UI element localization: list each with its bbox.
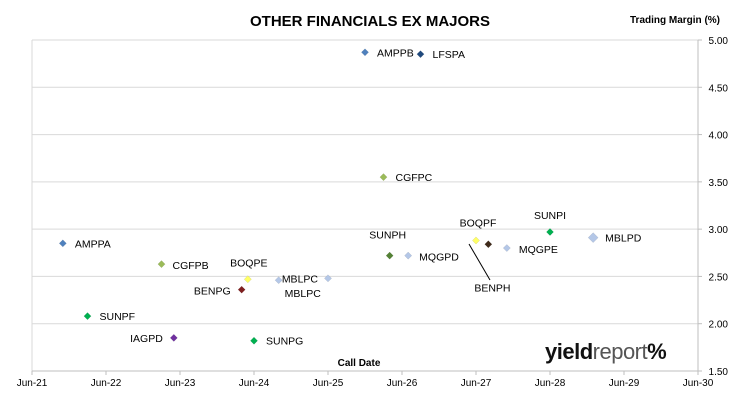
logo-percent-icon: % [647, 339, 667, 364]
data-label-mqgpe: MQGPE [519, 244, 558, 256]
data-point-cgfpc [379, 173, 388, 182]
data-point-sunpg [250, 336, 258, 345]
data-point-cgfpb [157, 260, 166, 269]
x-tick-label: Jun-21 [17, 378, 48, 389]
y-tick-label: 3.00 [709, 225, 729, 236]
data-label-benpg: BENPG [194, 286, 231, 298]
data-point-iagpd [169, 333, 178, 342]
data-label-boqpe: BOQPE [230, 257, 267, 269]
data-points [58, 48, 599, 345]
yieldreport-logo: yieldreport% [545, 338, 667, 366]
data-point-benph [484, 240, 493, 249]
data-point-mqgpe [502, 244, 511, 253]
data-point-mblpc [274, 276, 283, 285]
data-point-amppb [361, 48, 369, 57]
benph-leader-line [468, 243, 491, 281]
data-label-mblpd: MBLPD [605, 233, 642, 245]
data-point-amppa [58, 239, 67, 248]
data-label-sunph: SUNPH [369, 230, 406, 242]
data-point-boqpe [243, 275, 252, 284]
y-axis-ticks: 1.50 2.00 2.50 3.00 3.50 4.00 4.50 5.00 [709, 36, 729, 378]
x-tick-label: Jun-26 [387, 378, 418, 389]
data-label-mblpc: MBLPC [285, 288, 322, 300]
data-point-mblpd [587, 232, 599, 244]
y-tick-label: 4.50 [709, 83, 729, 94]
y-tick-label: 2.00 [709, 320, 729, 331]
data-label-mqgpd: MQGPD [419, 252, 459, 264]
data-point-lfspa [416, 50, 425, 59]
data-label-amppb: AMPPB [377, 47, 414, 59]
data-point-mqgpd [404, 251, 413, 260]
y-axis-title: Trading Margin (%) [630, 15, 720, 26]
x-tick-label: Jun-27 [461, 378, 492, 389]
x-axis-title: Call Date [338, 358, 381, 369]
data-point-sunph [385, 251, 394, 260]
data-label-sunpg: SUNPG [266, 336, 303, 348]
y-tick-label: 3.50 [709, 178, 729, 189]
data-point-mblpc [324, 274, 332, 283]
logo-word-yield: yield [545, 339, 593, 364]
y-tick-label: 1.50 [709, 367, 729, 378]
x-tick-label: Jun-22 [91, 378, 122, 389]
data-label-cgfpc: CGFPC [396, 172, 433, 184]
data-label-amppa: AMPPA [75, 238, 111, 250]
x-axis-ticks: Jun-21 Jun-22 Jun-23 Jun-24 Jun-25 Jun-26 Jun-… [17, 378, 714, 389]
x-tick-label: Jun-25 [313, 378, 344, 389]
data-point-boqpf [472, 236, 480, 245]
data-label-sunpf: SUNPF [100, 311, 136, 323]
y-tick-label: 2.50 [709, 272, 729, 283]
logo-word-report: report [592, 339, 648, 364]
x-tick-label: Jun-24 [239, 378, 270, 389]
y-tick-label: 4.00 [709, 131, 729, 142]
x-tick-label: Jun-30 [683, 378, 714, 389]
data-label-sunpi: SUNPI [534, 210, 566, 222]
data-label-iagpd: IAGPD [130, 333, 163, 345]
x-tick-label: Jun-28 [535, 378, 566, 389]
chart-title: OTHER FINANCIALS EX MAJORS [250, 13, 490, 30]
gridlines [31, 39, 702, 375]
data-point-sunpi [546, 228, 554, 236]
data-label-boqpf: BOQPF [460, 217, 497, 229]
data-point-benpg [237, 285, 246, 294]
data-label-cgfpb: CGFPB [173, 260, 209, 272]
data-label-mblpc: MBLPC [282, 273, 319, 285]
data-labels: AMPPB LFSPA CGFPC AMPPA SUNPI MBLPD BOQPF BENPH… [75, 47, 642, 347]
data-label-benph: BENPH [474, 282, 510, 294]
x-tick-label: Jun-29 [609, 378, 640, 389]
data-point-sunpf [83, 312, 92, 321]
y-tick-label: 5.00 [709, 36, 729, 47]
data-label-lfspa: LFSPA [433, 49, 465, 61]
x-tick-label: Jun-23 [165, 378, 196, 389]
